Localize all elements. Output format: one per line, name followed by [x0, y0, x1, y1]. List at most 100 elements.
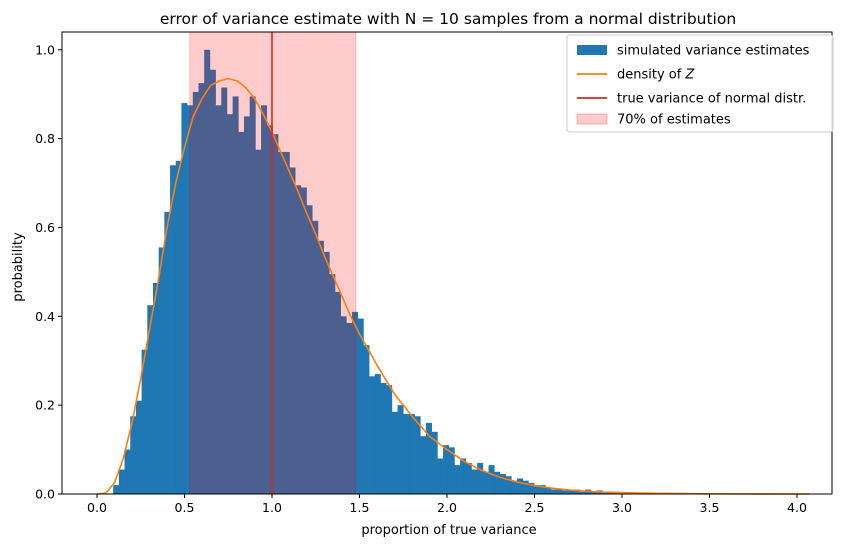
histogram-bar	[357, 318, 364, 494]
x-axis: 0.0 0.5 1.0 1.5 2.0 2.5 3.0 3.5 4.0	[87, 494, 807, 515]
histogram-bar	[386, 385, 393, 494]
histogram-bar	[335, 291, 341, 494]
x-tick-label: 4.0	[787, 500, 807, 515]
histogram-bar	[124, 449, 131, 494]
histogram-bar	[420, 436, 427, 494]
histogram-bar	[562, 490, 569, 494]
histogram-bar	[289, 167, 296, 494]
histogram-bar	[551, 489, 558, 494]
x-tick-label: 2.0	[437, 500, 457, 515]
histogram-bar	[130, 416, 137, 494]
histogram-bar	[272, 134, 279, 494]
histogram-bar	[306, 205, 313, 494]
histogram-bar	[545, 487, 552, 494]
legend-swatch	[576, 113, 608, 125]
histogram-bars	[113, 49, 643, 495]
histogram-bar	[505, 476, 512, 494]
histogram-bar	[232, 96, 239, 495]
histogram-bar	[369, 376, 376, 494]
histogram-bar	[352, 311, 359, 494]
legend-swatch	[577, 45, 607, 55]
histogram-bar	[181, 103, 188, 495]
histogram-bar	[113, 485, 120, 494]
histogram-bar	[426, 422, 432, 494]
x-tick-label: 0.5	[175, 500, 195, 515]
histogram-bar	[477, 462, 484, 494]
histogram-bar	[317, 240, 324, 494]
histogram-bar	[465, 462, 472, 494]
histogram-bar	[215, 105, 222, 494]
histogram-bar	[534, 485, 541, 494]
y-tick-label: 0.4	[35, 309, 55, 324]
histogram-bar	[448, 447, 455, 494]
legend-label: 70% of estimates	[617, 113, 731, 128]
legend: simulated variance estimates density of Z t…	[566, 34, 834, 133]
histogram-bar	[329, 274, 336, 494]
histogram-bar	[164, 211, 171, 495]
histogram-bar	[408, 414, 415, 494]
histogram-bar	[590, 491, 597, 494]
histogram-bar	[397, 405, 404, 494]
histogram-bar	[141, 349, 148, 494]
legend-label: density of Z	[617, 68, 695, 83]
histogram-bar	[226, 114, 233, 495]
histogram-bar	[539, 485, 546, 494]
histogram-bar	[391, 411, 398, 494]
histogram-bar	[494, 471, 501, 494]
legend-box	[566, 34, 834, 133]
y-tick-label: 0.6	[35, 220, 55, 235]
histogram-bar	[573, 489, 580, 494]
histogram-bar	[323, 251, 330, 494]
histogram-bar	[204, 49, 211, 495]
x-tick-label: 3.0	[612, 500, 632, 515]
interval-band	[189, 31, 357, 495]
histogram-bar	[460, 458, 467, 494]
histogram-bar	[300, 187, 307, 494]
x-axis-label: proportion of true variance	[361, 523, 536, 538]
density-curve	[96, 77, 810, 495]
y-tick-label: 0.0	[35, 487, 55, 502]
histogram-bar	[118, 469, 125, 494]
legend-label: true variance of normal distr.	[617, 92, 806, 107]
histogram-bar	[295, 185, 302, 494]
histogram-bar	[380, 382, 387, 494]
histogram-bar	[517, 478, 523, 494]
histogram-bar	[340, 316, 347, 494]
histogram-bar	[209, 69, 216, 494]
histogram-bar	[488, 465, 495, 494]
histogram-bar	[244, 116, 250, 495]
histogram-bar	[511, 480, 518, 494]
plot-area	[61, 31, 833, 495]
histogram-bar	[499, 474, 506, 494]
histogram-bar	[192, 91, 199, 494]
y-axis: 0.0 0.2 0.4 0.6 0.8 1.0	[35, 42, 62, 502]
x-tick-label: 2.5	[525, 500, 545, 515]
legend-label: simulated variance estimates	[617, 44, 810, 59]
histogram-bar	[363, 345, 370, 494]
histogram-bar	[374, 374, 381, 494]
histogram-bar	[568, 489, 575, 494]
histogram-bar	[471, 469, 478, 494]
histogram-bar	[158, 247, 165, 494]
histogram-bar	[153, 282, 159, 494]
histogram-bar	[249, 96, 256, 495]
histogram-bar	[278, 151, 285, 494]
x-tick-label: 3.5	[700, 500, 720, 515]
histogram-bar	[528, 482, 535, 494]
histogram-bar	[175, 160, 182, 495]
legend-items: simulated variance estimates density of Z t…	[576, 44, 810, 128]
histogram-bar	[443, 445, 450, 494]
x-tick-label: 0.0	[87, 500, 107, 515]
histogram-bar	[170, 165, 177, 494]
histogram-bar	[414, 416, 421, 494]
histogram-bar	[221, 87, 228, 495]
histogram-bar	[261, 105, 268, 494]
histogram-bar	[579, 491, 586, 494]
y-tick-label: 0.8	[35, 131, 55, 146]
histogram-bar	[283, 151, 290, 494]
histogram-bar	[556, 489, 563, 494]
legend-label-italic: Z	[684, 68, 695, 83]
histogram-bar	[482, 471, 489, 494]
